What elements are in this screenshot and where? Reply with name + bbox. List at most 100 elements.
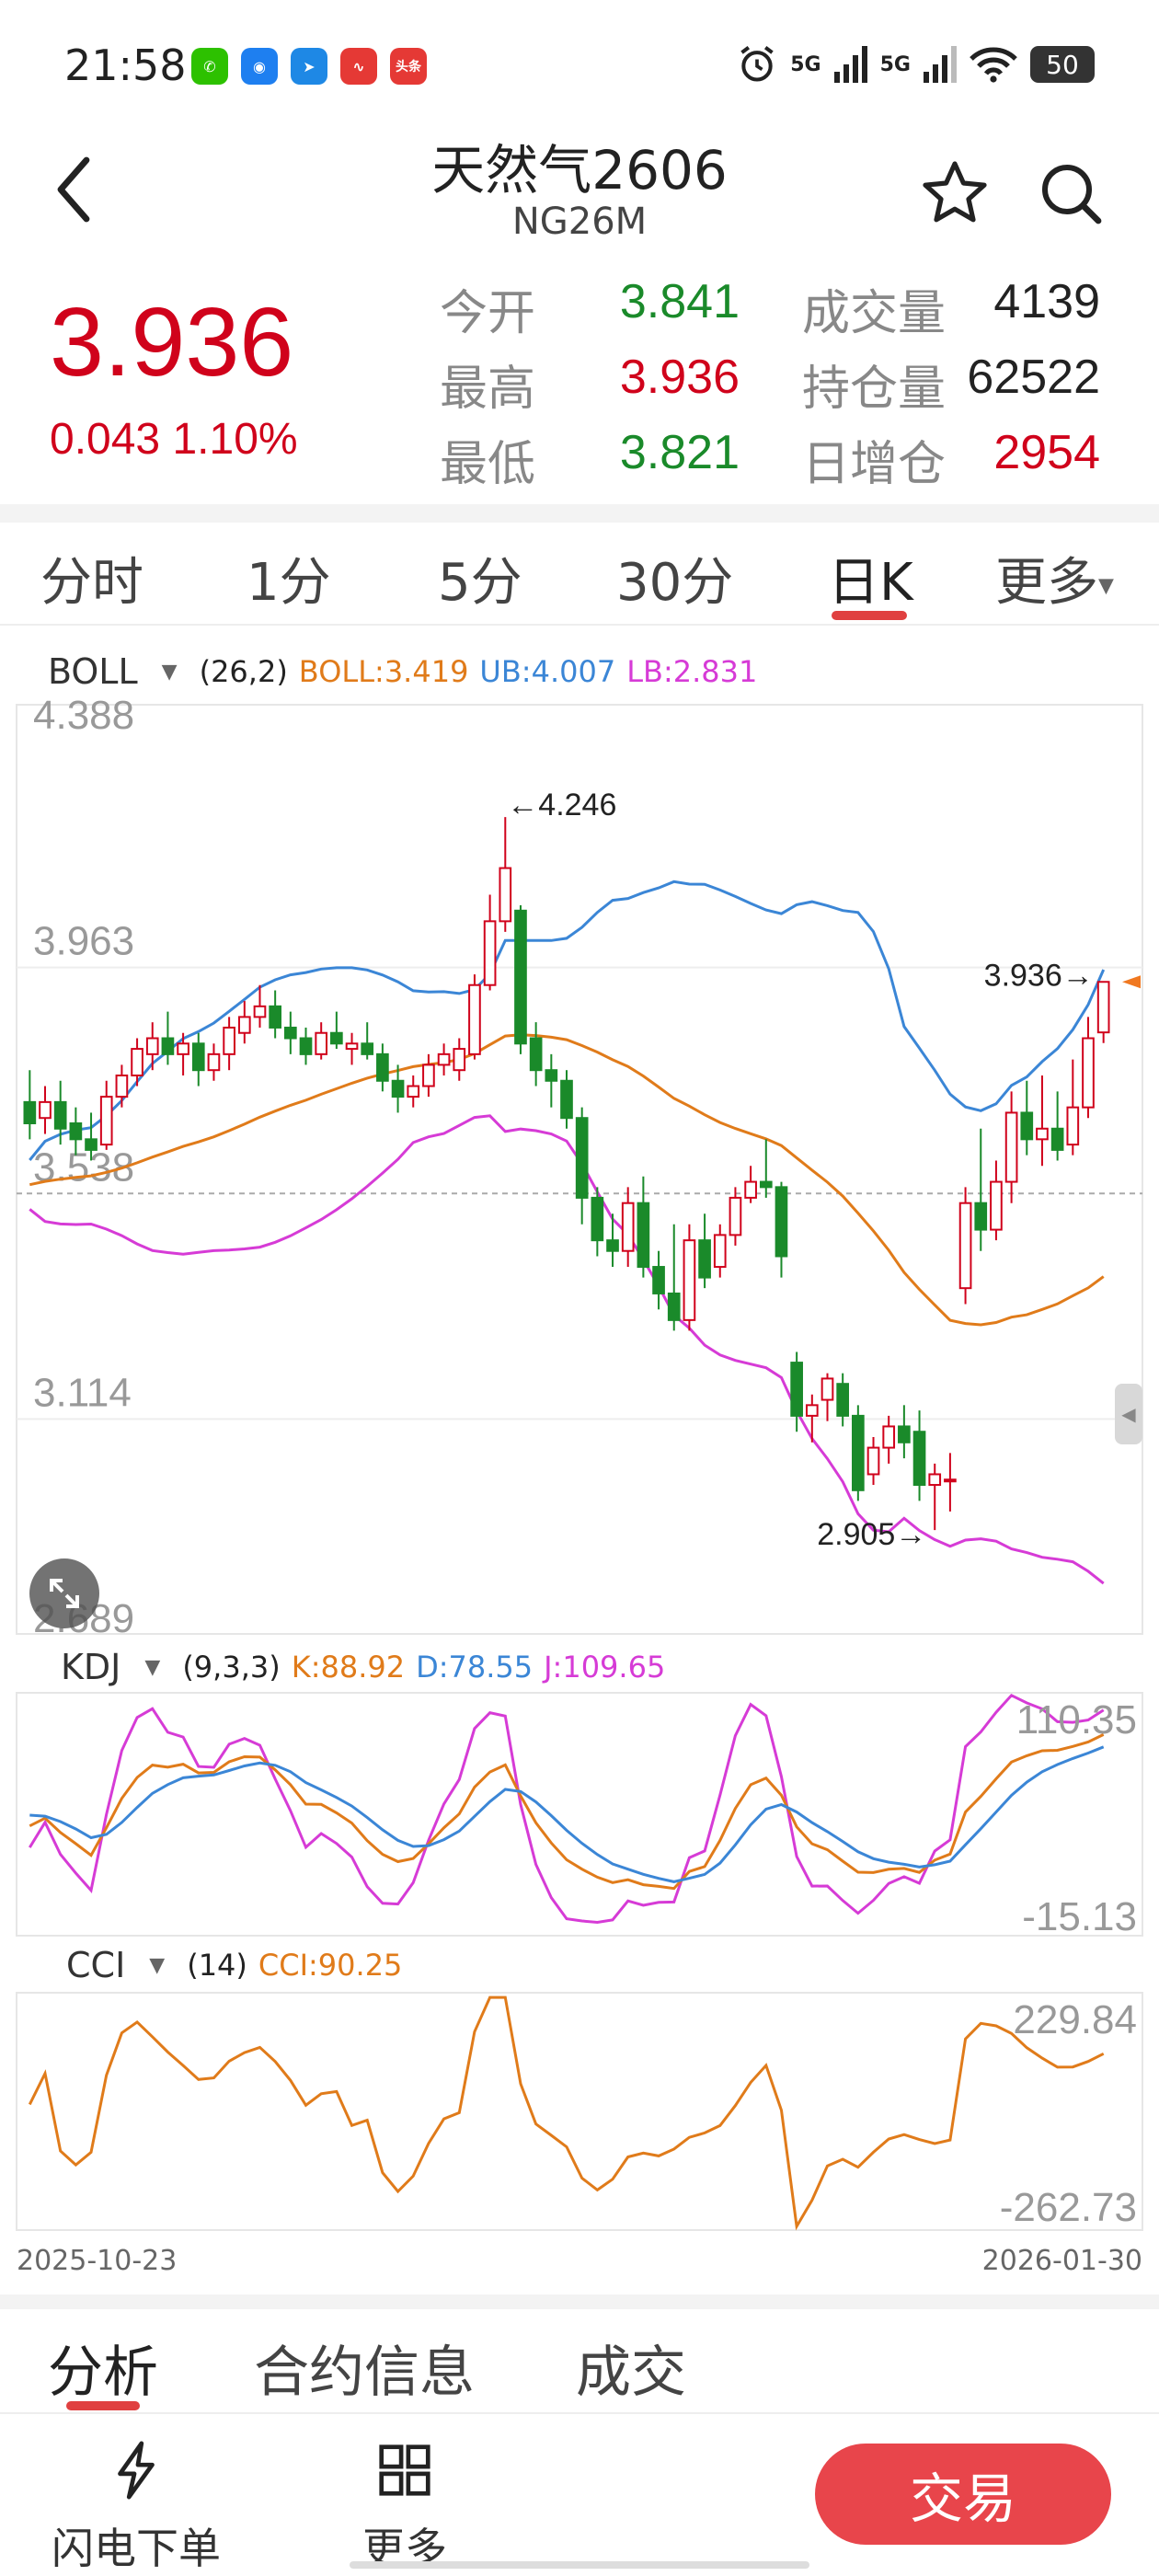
- kline-chart[interactable]: 4.3883.9633.5383.1142.689←4.2462.905→3.9…: [0, 697, 1159, 1645]
- kdj-k-value: K:88.92: [291, 1650, 406, 1685]
- tab-more[interactable]: 更多▼: [995, 541, 1114, 615]
- candle-down: [560, 1079, 573, 1120]
- candle-down: [283, 1026, 297, 1040]
- candle-up: [99, 1096, 113, 1146]
- back-button[interactable]: [46, 153, 101, 226]
- candle-up: [483, 920, 497, 986]
- tab-analysis[interactable]: 分析: [48, 2340, 158, 2405]
- candle-up: [1004, 1111, 1018, 1183]
- candle-up: [820, 1377, 834, 1401]
- candle-down: [545, 1069, 558, 1082]
- kdj-j-line: [29, 1693, 1105, 1925]
- candle-up: [237, 1016, 251, 1034]
- chevron-left-icon: [57, 156, 90, 223]
- stat-value-5: 2954: [993, 426, 1100, 479]
- stat-label-2: 最高: [440, 362, 536, 417]
- tab-30min[interactable]: 30分: [616, 553, 734, 613]
- wechat-icon: ✆: [191, 48, 228, 85]
- candle-down: [698, 1239, 711, 1279]
- stat-value-2: 3.936: [619, 351, 740, 404]
- active-tab-indicator: [832, 611, 907, 620]
- stat-value-3: 62522: [967, 351, 1100, 404]
- favorite-button[interactable]: [918, 156, 992, 230]
- candle-up: [805, 1404, 819, 1417]
- candle-down: [529, 1037, 543, 1072]
- caret-down-icon[interactable]: ▼: [144, 1655, 161, 1679]
- candle-up: [177, 1042, 189, 1055]
- tab-1min[interactable]: 1分: [247, 553, 331, 613]
- browser-icon: ◉: [241, 48, 278, 85]
- cci-value: CCI:90.25: [258, 1948, 403, 1983]
- flash-order-button[interactable]: 闪电下单: [46, 2438, 226, 2576]
- tab-daily-k[interactable]: 日K: [828, 553, 913, 613]
- boll-lb-value: LB:2.831: [626, 654, 758, 689]
- candle-up: [729, 1196, 742, 1236]
- kdj-params: (9,3,3): [182, 1650, 281, 1685]
- change-percent: 1.10%: [172, 415, 298, 464]
- candle-down: [667, 1292, 681, 1321]
- period-tabs: 分时 1分 5分 30分 日K 更多▼: [0, 523, 1159, 624]
- candle-up: [253, 1005, 267, 1018]
- page-title: 天然气2606: [431, 139, 728, 201]
- grid-icon: [379, 2444, 430, 2496]
- cci-chart[interactable]: 229.84 -262.73: [0, 1989, 1159, 2237]
- tab-5min[interactable]: 5分: [438, 553, 522, 613]
- cci-y-top: 229.84: [1013, 1997, 1137, 2042]
- kdj-d-value: D:78.55: [416, 1650, 534, 1685]
- toutiao-icon: 头条: [390, 48, 427, 85]
- tab-trades[interactable]: 成交: [576, 2340, 686, 2405]
- candle-down: [591, 1196, 604, 1242]
- candle-up: [866, 1446, 880, 1476]
- candle-down: [191, 1042, 205, 1072]
- chart-frame: [16, 704, 1143, 1635]
- cci-legend: CCI ▼ (14) CCI:90.25: [17, 1939, 413, 1991]
- signal-bars-icon: [833, 46, 867, 83]
- kdj-y-bottom: -15.13: [1022, 1894, 1137, 1939]
- candle-up: [437, 1052, 451, 1066]
- tab-contract-info[interactable]: 合约信息: [254, 2340, 475, 2405]
- candle-up: [499, 867, 512, 923]
- candle-up: [958, 1202, 972, 1290]
- expand-icon: [50, 1579, 79, 1608]
- candle-up: [882, 1425, 896, 1449]
- kdj-j-value: J:109.65: [544, 1650, 666, 1685]
- candle-down: [1020, 1111, 1034, 1141]
- stat-label-3: 持仓量: [802, 362, 947, 417]
- candle-up: [422, 1064, 435, 1087]
- candle-down: [775, 1186, 788, 1258]
- caret-left-icon: ◀: [1121, 1403, 1136, 1425]
- stock-app-icon: ∿: [340, 48, 377, 85]
- y-tick-label: 3.963: [33, 919, 134, 964]
- tab-intraday[interactable]: 分时: [40, 553, 143, 613]
- candle-down: [299, 1037, 313, 1055]
- kdj-chart[interactable]: 110.35 -15.13: [0, 1689, 1159, 1939]
- min-price-annotation: 2.905→: [817, 1517, 926, 1552]
- battery-indicator: 50: [1030, 46, 1095, 83]
- candle-down: [53, 1100, 67, 1130]
- last-price: 3.936: [50, 288, 294, 397]
- cci-indicator-select[interactable]: CCI: [66, 1945, 126, 1985]
- caret-down-icon[interactable]: ▼: [161, 660, 178, 684]
- side-panel-handle[interactable]: ◀: [1115, 1384, 1142, 1444]
- boll-upper-line: [29, 880, 1106, 1161]
- more-button[interactable]: 更多: [350, 2438, 460, 2576]
- candle-up: [39, 1100, 52, 1120]
- stat-value-0: 3.841: [619, 275, 740, 328]
- active-section-indicator: [66, 2401, 140, 2410]
- boll-indicator-select[interactable]: BOLL: [48, 651, 138, 692]
- trade-button[interactable]: 交易: [815, 2444, 1111, 2545]
- y-tick-label: 3.538: [33, 1144, 134, 1190]
- candle-up: [1096, 981, 1110, 1034]
- candle-up: [944, 1478, 957, 1483]
- candle-down: [790, 1362, 803, 1417]
- signal-label-2: 5G: [879, 52, 911, 76]
- search-button[interactable]: [1034, 156, 1107, 230]
- candle-down: [391, 1079, 405, 1098]
- caret-down-icon[interactable]: ▼: [149, 1953, 166, 1977]
- candle-down: [23, 1100, 37, 1124]
- fullscreen-button[interactable]: [29, 1558, 99, 1628]
- kdj-indicator-select[interactable]: KDJ: [61, 1647, 121, 1687]
- boll-mid-value: BOLL:3.419: [298, 654, 469, 689]
- kdj-y-top: 110.35: [1016, 1697, 1137, 1742]
- candle-down: [514, 909, 527, 1045]
